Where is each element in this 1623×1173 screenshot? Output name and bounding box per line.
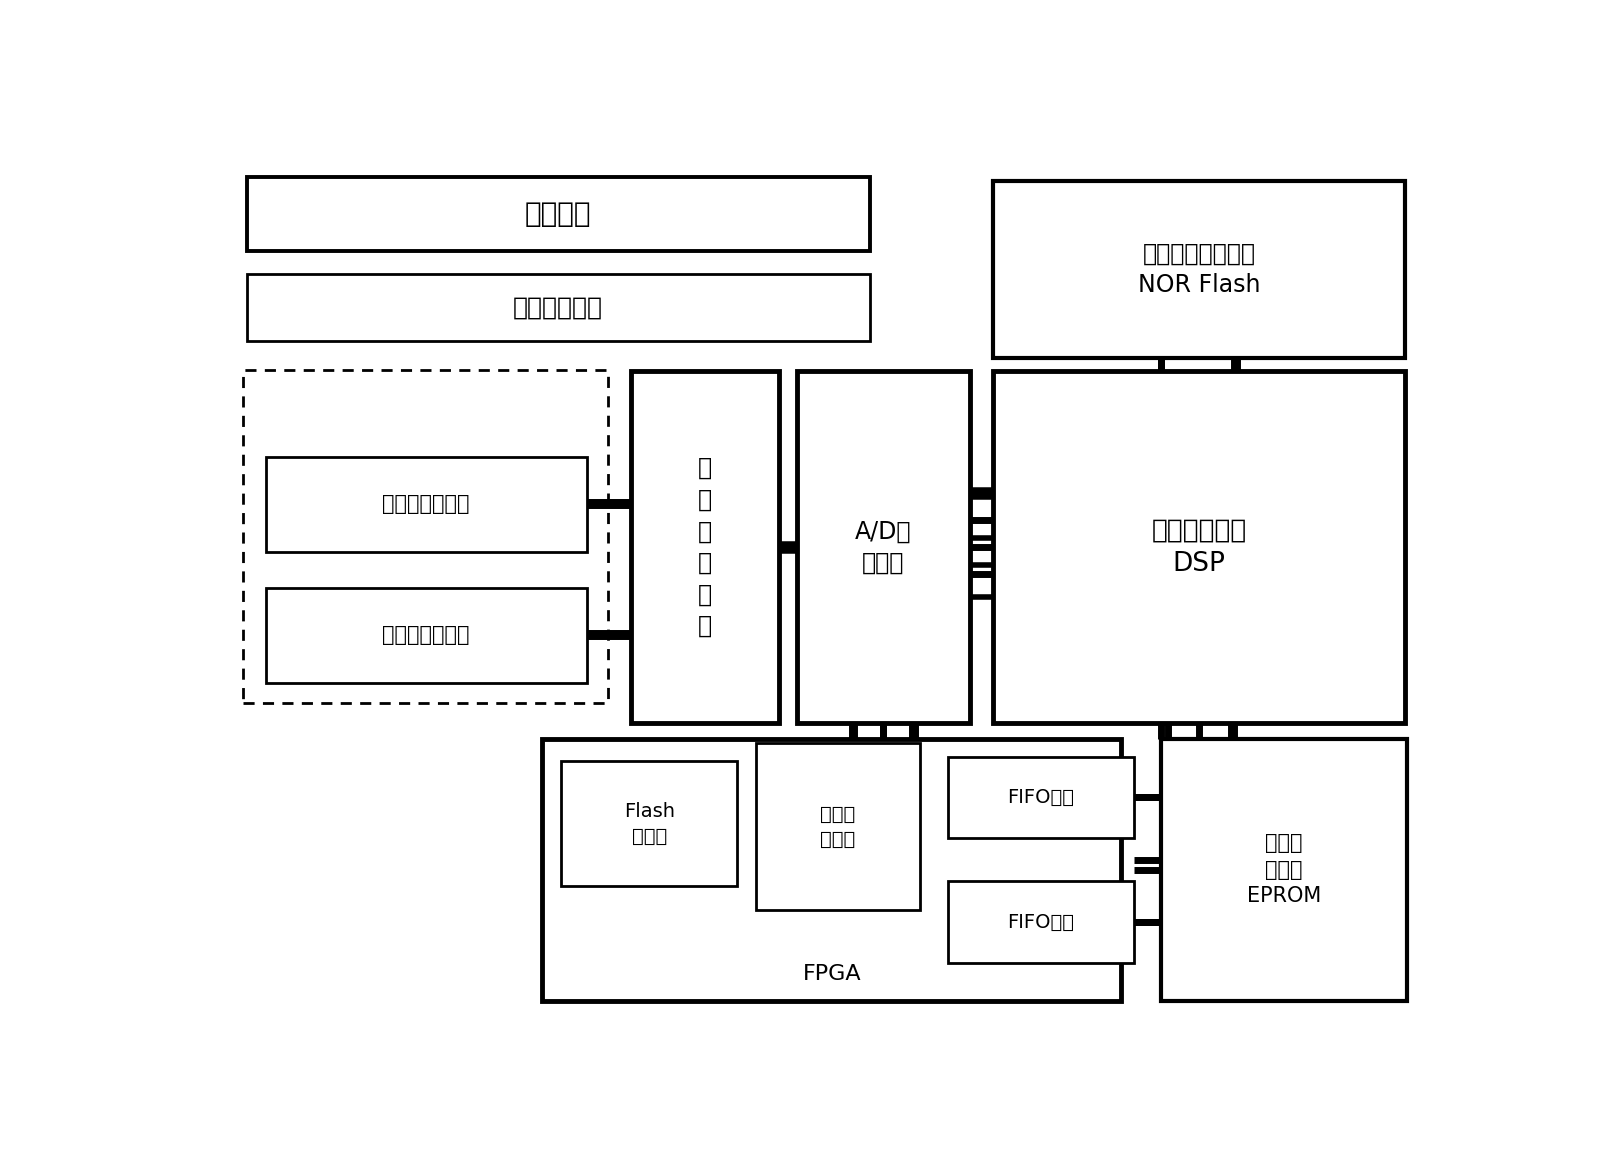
Text: FIFO模块: FIFO模块 (1008, 913, 1074, 931)
Bar (797, 371, 971, 724)
Bar (993, 371, 1406, 724)
Bar (266, 457, 586, 551)
Bar (243, 371, 609, 703)
Text: 系统电源模块: 系统电源模块 (513, 296, 604, 319)
Bar (993, 182, 1406, 358)
Text: 三轴地磁传感器: 三轴地磁传感器 (383, 625, 471, 645)
Text: 信
号
调
理
模
块: 信 号 调 理 模 块 (698, 456, 712, 638)
Bar (631, 371, 779, 724)
Bar (542, 739, 1121, 1001)
Text: 启动模块: 启动模块 (524, 199, 591, 228)
Bar (756, 744, 920, 910)
Bar (562, 761, 737, 886)
Text: 程序引导装载模块
NOR Flash: 程序引导装载模块 NOR Flash (1138, 242, 1261, 297)
Bar (948, 881, 1134, 963)
Text: A/D采
集模块: A/D采 集模块 (855, 520, 912, 575)
Text: 程序配
置模块
EPROM: 程序配 置模块 EPROM (1246, 833, 1321, 906)
Text: FIFO模块: FIFO模块 (1008, 788, 1074, 807)
Bar (247, 273, 870, 341)
Text: FPGA: FPGA (802, 964, 862, 984)
Bar (247, 177, 870, 251)
Text: 数据处理模块
DSP: 数据处理模块 DSP (1151, 517, 1246, 577)
Bar (266, 588, 586, 683)
Text: 三轴陀螺传感器: 三轴陀螺传感器 (383, 494, 471, 514)
Text: 时序控
制模块: 时序控 制模块 (821, 805, 855, 849)
Text: Flash
存储器: Flash 存储器 (623, 801, 675, 846)
Bar (1162, 739, 1407, 1001)
Bar (948, 757, 1134, 838)
